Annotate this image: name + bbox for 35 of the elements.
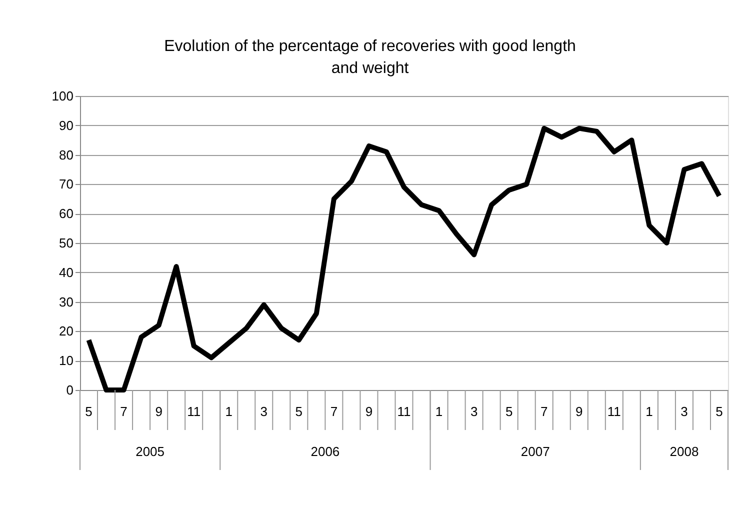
text: 2008 bbox=[670, 444, 699, 459]
y-tick-label: 50 bbox=[59, 236, 74, 250]
x-tick-label: 3 bbox=[470, 404, 478, 419]
y-tick-label: 10 bbox=[59, 353, 74, 368]
text: 2007 bbox=[520, 444, 550, 459]
x-tick-label: 7 bbox=[330, 404, 338, 419]
y-tick-label: 80 bbox=[59, 147, 74, 162]
x-tick-label: 11 bbox=[607, 404, 621, 419]
chart-title: Evolution of the percentage of recoveries with good length and weight bbox=[164, 38, 576, 77]
x-tick-label: 9 bbox=[365, 404, 373, 419]
x-tick-label: 1 bbox=[225, 404, 232, 419]
text: 2005 bbox=[136, 444, 165, 459]
x-tick-label: 3 bbox=[680, 404, 688, 419]
y-tick-label: 30 bbox=[59, 294, 74, 310]
y-tick-label: 70 bbox=[59, 176, 74, 192]
x-tick-label: 3 bbox=[260, 404, 268, 419]
y-tick-label: 20 bbox=[59, 324, 74, 339]
x-tick-label: 7 bbox=[120, 404, 128, 419]
x-tick-label: 5 bbox=[505, 404, 513, 419]
x-tick-label: 9 bbox=[576, 404, 583, 419]
x-tick-label: 1 bbox=[646, 404, 653, 419]
x-tick-label: 9 bbox=[155, 404, 162, 419]
x-tick-label: 5 bbox=[85, 404, 92, 419]
x-tick-label: 5 bbox=[295, 404, 303, 419]
y-tick-label: 90 bbox=[59, 118, 74, 133]
x-tick-label: 11 bbox=[397, 404, 411, 419]
x-tick-label: 11 bbox=[187, 404, 201, 419]
x-tick-label: 5 bbox=[716, 404, 723, 419]
y-tick-label: 60 bbox=[59, 206, 74, 222]
y-tick-label: 100 bbox=[52, 88, 74, 104]
x-tick-label: 7 bbox=[540, 404, 548, 419]
x-tick-label: 1 bbox=[435, 404, 443, 419]
y-tick-label: 0 bbox=[66, 382, 74, 398]
text: 2006 bbox=[310, 444, 340, 459]
y-tick-label: 40 bbox=[59, 264, 74, 280]
